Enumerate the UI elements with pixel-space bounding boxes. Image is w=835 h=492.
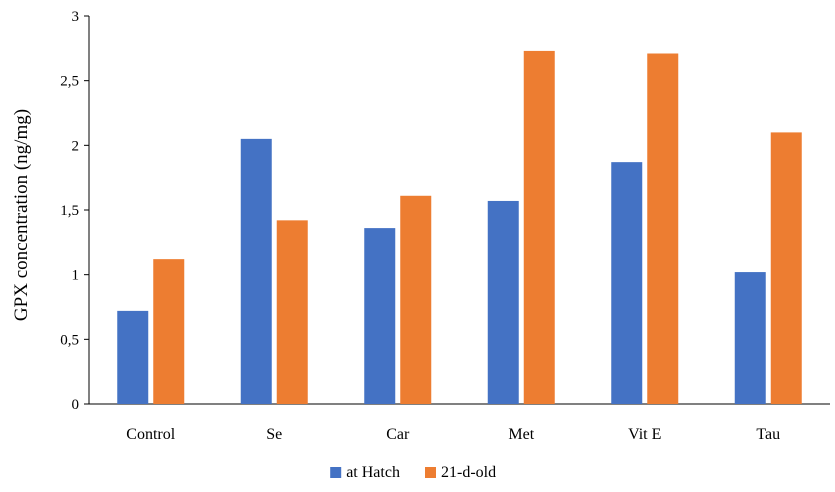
- y-axis-label: GPX concentration (ng/mg): [11, 109, 32, 321]
- x-tick-label: Car: [386, 426, 410, 443]
- y-tick-label: 2: [72, 138, 80, 154]
- bar-at-hatch-met: [487, 200, 519, 404]
- bar-21-d-old-car: [400, 195, 432, 404]
- bar-21-d-old-control: [153, 259, 185, 404]
- x-tick-label: Control: [126, 426, 175, 443]
- bar-at-hatch-se: [240, 138, 272, 404]
- x-tick-label: Tau: [756, 426, 780, 443]
- y-axis: 0 0,5 1 1,5 2 2,5 3: [60, 9, 90, 413]
- bar-21-d-old-tau: [770, 132, 802, 404]
- legend-swatch: [425, 467, 436, 478]
- bar-21-d-old-vit-e: [647, 53, 679, 405]
- y-tick-label: 0,5: [60, 332, 79, 348]
- y-tick-label: 1,5: [60, 203, 79, 219]
- legend-label: 21-d-old: [441, 464, 496, 481]
- bars: [117, 50, 802, 405]
- y-tick-label: 0: [72, 397, 80, 413]
- y-tick-label: 1: [72, 268, 80, 284]
- bar-at-hatch-car: [364, 228, 396, 404]
- y-tick-label: 2,5: [60, 74, 79, 90]
- legend-swatch: [330, 467, 342, 478]
- x-tick-label: Met: [508, 426, 534, 443]
- x-axis: Control Se Car Met Vit E Tau: [89, 403, 830, 443]
- legend: at Hatch 21-d-old: [330, 464, 496, 481]
- x-tick-label: Se: [266, 426, 282, 443]
- bar-at-hatch-vit-e: [611, 162, 643, 404]
- x-tick-label: Vit E: [628, 426, 661, 443]
- bar-at-hatch-control: [117, 310, 149, 404]
- bar-21-d-old-met: [523, 50, 555, 405]
- y-tick-label: 3: [72, 9, 80, 25]
- bar-at-hatch-tau: [734, 272, 766, 404]
- bar-21-d-old-se: [276, 220, 308, 404]
- legend-label: at Hatch: [346, 464, 400, 481]
